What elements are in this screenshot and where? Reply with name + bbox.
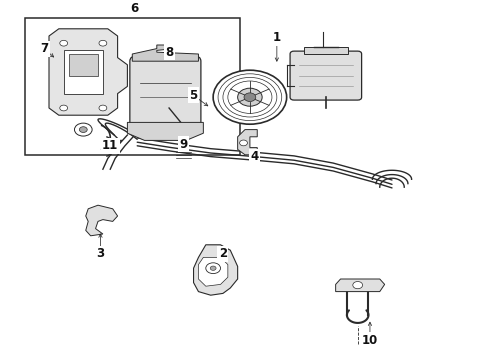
FancyBboxPatch shape [130, 56, 201, 128]
Text: 10: 10 [362, 334, 378, 347]
Bar [69, 54, 98, 76]
Circle shape [60, 40, 68, 46]
Circle shape [244, 93, 256, 102]
Polygon shape [86, 205, 118, 236]
Polygon shape [336, 279, 385, 292]
Polygon shape [238, 130, 257, 155]
Text: 4: 4 [251, 150, 259, 163]
Circle shape [60, 105, 68, 111]
Circle shape [353, 282, 363, 289]
Circle shape [99, 105, 107, 111]
Bar [24, 18, 240, 155]
Polygon shape [49, 29, 127, 115]
Polygon shape [194, 245, 238, 295]
Circle shape [210, 266, 216, 270]
Text: 7: 7 [40, 42, 48, 55]
Circle shape [213, 70, 287, 124]
Text: 2: 2 [219, 247, 227, 260]
Circle shape [206, 263, 220, 274]
Polygon shape [132, 45, 198, 61]
Circle shape [240, 140, 247, 146]
Text: 5: 5 [190, 89, 197, 102]
Circle shape [99, 40, 107, 46]
Bar [64, 50, 103, 94]
Circle shape [74, 123, 92, 136]
Circle shape [238, 88, 262, 106]
Text: 1: 1 [273, 31, 281, 44]
Bar [304, 47, 348, 54]
Text: 9: 9 [180, 138, 188, 150]
FancyBboxPatch shape [290, 51, 362, 100]
Text: 11: 11 [102, 139, 119, 152]
Text: 3: 3 [97, 247, 104, 260]
Circle shape [79, 127, 87, 132]
Text: 6: 6 [131, 3, 139, 15]
Text: 8: 8 [165, 46, 173, 59]
Polygon shape [127, 122, 203, 140]
Polygon shape [198, 257, 228, 286]
